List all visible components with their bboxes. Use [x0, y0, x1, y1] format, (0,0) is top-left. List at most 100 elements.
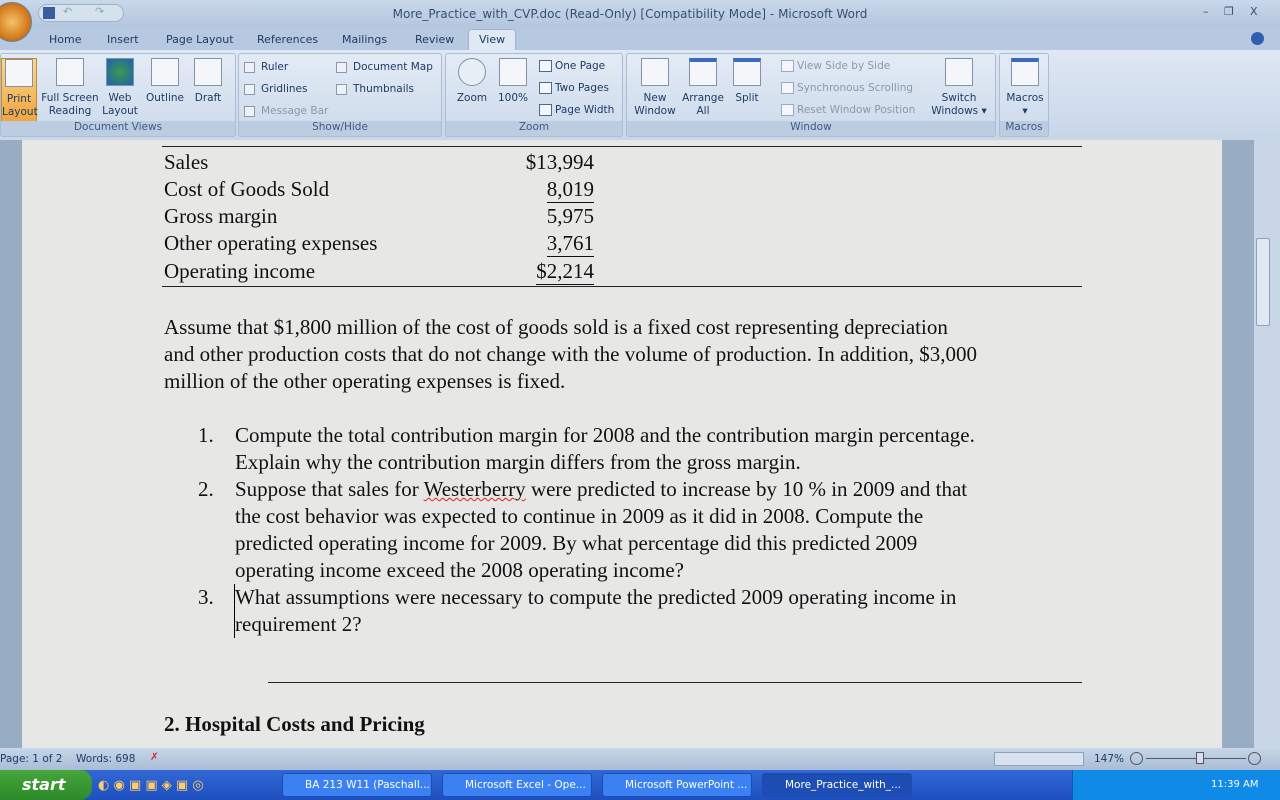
print-layout-button[interactable]: Print Layout	[1, 58, 38, 122]
zoom-in-icon[interactable]	[1248, 752, 1261, 765]
zoom-slider-handle[interactable]	[1196, 752, 1204, 764]
arrange-all-icon	[689, 58, 717, 86]
taskbar: start ◐ ◉ ▣ ▣ ◈ ▣ ◎ BA 213 W11 (Paschall…	[0, 770, 1280, 800]
clock[interactable]: 11:39 AM	[1211, 779, 1259, 790]
arrange-all-button[interactable]: Arrange All	[681, 58, 725, 118]
table-row: Gross margin 5,975	[164, 204, 594, 228]
table-bottom-rule	[162, 286, 1082, 287]
tab-mailings[interactable]: Mailings	[342, 33, 388, 46]
print-layout-icon	[5, 59, 33, 87]
misspelled-word[interactable]: Westerberry	[423, 477, 526, 501]
table-row: Sales $13,994	[164, 150, 594, 174]
page-width-icon	[539, 104, 552, 116]
zoom-100-button[interactable]: 100%	[495, 58, 531, 105]
table-top-rule	[162, 146, 1082, 147]
question-3: 3. What assumptions were necessary to com…	[198, 584, 957, 638]
split-button[interactable]: Split	[729, 58, 765, 105]
draft-button[interactable]: Draft	[190, 58, 226, 105]
switch-windows-button[interactable]: Switch Windows ▾	[929, 58, 989, 118]
view-side-by-side-button[interactable]: View Side by Side	[781, 60, 890, 72]
tab-home[interactable]: Home	[49, 33, 82, 46]
zoom-button[interactable]: Zoom	[452, 58, 492, 105]
group-document-views: Print Layout Full Screen Reading Web Lay…	[0, 53, 236, 137]
task-excel[interactable]: Microsoft Excel - Ope...	[442, 773, 592, 797]
group-zoom: Zoom 100% One Page Two Pages Page Width …	[445, 53, 623, 137]
assumption-paragraph: Assume that $1,800 million of the cost o…	[164, 314, 1084, 395]
close-button[interactable]: X	[1250, 5, 1258, 18]
ruler-checkbox[interactable]: Ruler	[244, 61, 288, 73]
tab-insert[interactable]: Insert	[107, 33, 139, 46]
page-count[interactable]: Page: 1 of 2	[0, 753, 63, 765]
zoom-out-icon[interactable]	[1130, 752, 1143, 765]
sync-scroll-icon	[781, 82, 794, 94]
paragraph-line: Assume that $1,800 million of the cost o…	[164, 315, 948, 339]
web-layout-icon	[106, 58, 134, 86]
group-show-hide: Ruler Gridlines Message Bar Document Map…	[238, 53, 442, 137]
outline-button[interactable]: Outline	[143, 58, 187, 105]
document-map-checkbox[interactable]: Document Map	[336, 61, 433, 73]
vertical-scrollbar[interactable]	[1254, 140, 1280, 748]
new-window-button[interactable]: New Window	[631, 58, 679, 118]
macros-icon	[1011, 58, 1039, 86]
task-word[interactable]: More_Practice_with_...	[762, 773, 912, 797]
page-width-button[interactable]: Page Width	[539, 104, 614, 116]
status-bar: Page: 1 of 2 Words: 698 ✗ 147%	[0, 748, 1280, 770]
tab-view[interactable]: View	[468, 29, 517, 50]
thumbnails-checkbox[interactable]: Thumbnails	[336, 83, 414, 95]
task-firefox[interactable]: BA 213 W11 (Paschall...	[282, 773, 432, 797]
question-2: 2. Suppose that sales for Westerberry wer…	[198, 477, 968, 582]
document-area: Sales $13,994 Cost of Goods Sold 8,019 Gro…	[0, 140, 1254, 748]
tab-page-layout[interactable]: Page Layout	[166, 33, 234, 46]
quick-access-toolbar[interactable]: ↶ ↷	[38, 4, 124, 22]
quick-launch-icons[interactable]: ◐ ◉ ▣ ▣ ◈ ▣ ◎	[98, 778, 204, 793]
group-macros: Macros ▾ Macros	[999, 53, 1049, 137]
two-pages-button[interactable]: Two Pages	[539, 82, 609, 94]
switch-windows-icon	[945, 58, 973, 86]
reset-window-position-button[interactable]: Reset Window Position	[781, 104, 915, 116]
zoom-level[interactable]: 147%	[1094, 753, 1125, 765]
word-count[interactable]: Words: 698	[76, 753, 136, 765]
view-buttons[interactable]	[994, 752, 1084, 766]
message-bar-checkbox[interactable]: Message Bar	[244, 105, 328, 117]
outline-icon	[151, 58, 179, 86]
reset-position-icon	[781, 104, 794, 116]
web-layout-button[interactable]: Web Layout	[102, 58, 138, 118]
tab-review[interactable]: Review	[415, 33, 455, 46]
help-icon[interactable]	[1251, 32, 1264, 45]
minimize-button[interactable]: –	[1203, 5, 1209, 18]
redo-icon[interactable]: ↷	[95, 5, 105, 18]
window-title: More_Practice_with_CVP.doc (Read-Only) […	[392, 7, 868, 21]
split-icon	[733, 58, 761, 86]
group-label: Zoom	[446, 121, 622, 136]
system-tray: 11:39 AM	[1072, 770, 1280, 800]
group-label: Document Views	[1, 121, 235, 136]
proofing-icon[interactable]: ✗	[150, 751, 159, 763]
office-button[interactable]	[0, 2, 32, 42]
full-screen-reading-button[interactable]: Full Screen Reading	[39, 58, 101, 118]
question-1: 1. Compute the total contribution margin …	[198, 423, 975, 474]
start-button[interactable]: start	[0, 770, 92, 800]
table-row: Cost of Goods Sold 8,019	[164, 177, 594, 203]
group-label: Window	[627, 121, 995, 136]
macros-button[interactable]: Macros ▾	[1004, 58, 1046, 118]
restore-button[interactable]: ❐	[1224, 5, 1234, 18]
synchronous-scrolling-button[interactable]: Synchronous Scrolling	[781, 82, 913, 94]
title-bar: More_Practice_with_CVP.doc (Read-Only) […	[0, 0, 1280, 28]
task-powerpoint[interactable]: Microsoft PowerPoint ...	[602, 773, 752, 797]
ribbon-tabs: Home Insert Page Layout References Maili…	[0, 28, 1280, 50]
scrollbar-thumb[interactable]	[1256, 238, 1270, 326]
group-label: Show/Hide	[239, 121, 441, 136]
ribbon: Print Layout Full Screen Reading Web Lay…	[0, 50, 1280, 140]
document-page[interactable]: Sales $13,994 Cost of Goods Sold 8,019 Gro…	[22, 140, 1222, 748]
undo-icon[interactable]: ↶	[63, 5, 73, 18]
full-screen-reading-icon	[56, 58, 84, 86]
two-pages-icon	[539, 82, 552, 94]
save-icon[interactable]	[43, 7, 55, 19]
paragraph-line: and other production costs that do not c…	[164, 342, 978, 366]
gridlines-checkbox[interactable]: Gridlines	[244, 83, 307, 95]
tab-references[interactable]: References	[257, 33, 319, 46]
one-page-button[interactable]: One Page	[539, 60, 605, 72]
paragraph-line: million of the other operating expenses …	[164, 369, 566, 393]
group-label: Macros	[1000, 121, 1048, 136]
group-window: New Window Arrange All Split View Side b…	[626, 53, 996, 137]
